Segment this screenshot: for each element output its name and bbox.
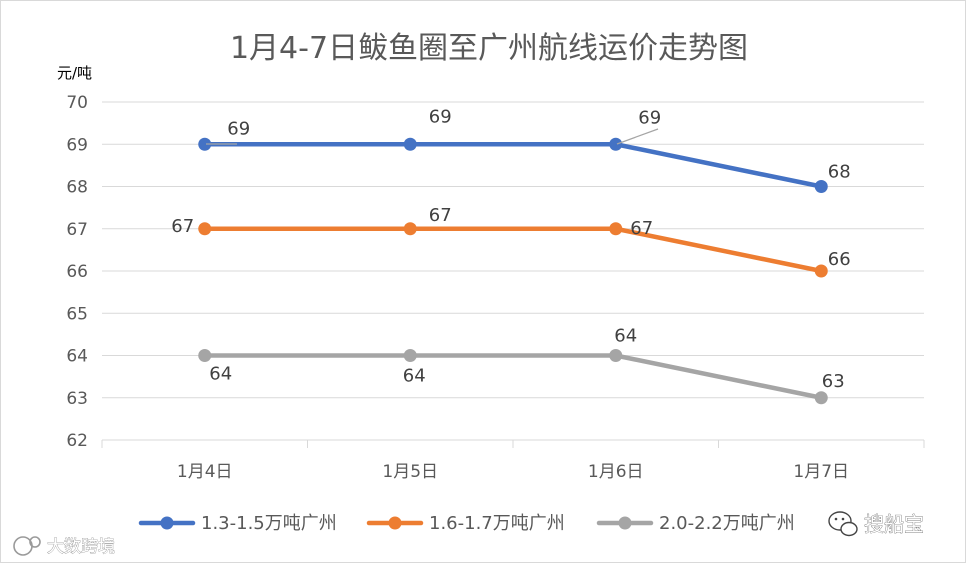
y-tick-label: 64 bbox=[66, 347, 88, 367]
data-label: 67 bbox=[429, 205, 452, 226]
y-tick-label: 68 bbox=[66, 178, 88, 198]
axis-ticks: 62 63 64 65 66 67 68 69 70 1月4日 1月5日 1月6日 1月7日 bbox=[66, 93, 849, 482]
legend-marker bbox=[618, 516, 632, 530]
data-point bbox=[198, 222, 212, 236]
data-point bbox=[814, 264, 828, 278]
y-tick-label: 65 bbox=[66, 304, 88, 324]
legend: 1.3-1.5万吨广州 1.6-1.7万吨广州 2.0-2.2万吨广州 bbox=[138, 513, 795, 534]
data-point bbox=[609, 137, 623, 151]
y-tick-label: 67 bbox=[66, 220, 88, 240]
y-tick-label: 62 bbox=[66, 431, 88, 451]
data-point bbox=[198, 349, 212, 362]
x-tick-label: 1月5日 bbox=[382, 462, 438, 482]
data-point bbox=[403, 222, 417, 236]
data-point bbox=[403, 349, 417, 362]
data-label: 67 bbox=[171, 216, 194, 237]
y-tick-label: 66 bbox=[66, 262, 88, 282]
watermark-left: 大数跨境 bbox=[13, 536, 115, 557]
watermark-right-text: 搜船宝 bbox=[864, 512, 924, 536]
data-label: 66 bbox=[828, 249, 851, 270]
wechat-logo-icon bbox=[828, 511, 858, 537]
y-tick-label: 70 bbox=[66, 93, 88, 113]
data-point bbox=[814, 180, 828, 193]
y-tick-label: 63 bbox=[66, 389, 88, 409]
data-label: 64 bbox=[614, 326, 637, 347]
data-labels: 69 69 69 68 67 67 67 66 64 64 64 63 bbox=[171, 106, 850, 392]
legend-label: 2.0-2.2万吨广州 bbox=[659, 513, 795, 534]
data-label: 69 bbox=[227, 118, 250, 139]
legend-label: 1.3-1.5万吨广州 bbox=[201, 513, 337, 534]
label-leader-line bbox=[616, 128, 659, 145]
data-label: 64 bbox=[209, 364, 232, 385]
data-label: 63 bbox=[822, 371, 845, 392]
legend-label: 1.6-1.7万吨广州 bbox=[429, 513, 565, 534]
weibo-logo-icon bbox=[13, 536, 41, 556]
x-tick-label: 1月4日 bbox=[177, 462, 233, 482]
series-line bbox=[202, 226, 824, 274]
data-point bbox=[609, 222, 623, 236]
data-point bbox=[198, 137, 212, 151]
data-point bbox=[609, 349, 623, 362]
chart-title: 1月4-7日鲅鱼圈至广州航线运价走势图 bbox=[230, 31, 748, 66]
x-tick-label: 1月7日 bbox=[793, 462, 849, 482]
series-lines bbox=[198, 137, 828, 405]
gridlines bbox=[101, 101, 925, 448]
y-tick-label: 69 bbox=[66, 135, 88, 155]
legend-marker bbox=[388, 516, 402, 530]
series-line bbox=[202, 142, 824, 189]
data-label: 69 bbox=[638, 107, 661, 128]
data-point bbox=[814, 391, 828, 405]
data-label: 67 bbox=[630, 218, 653, 239]
data-label: 68 bbox=[828, 162, 851, 183]
series-line bbox=[202, 353, 824, 400]
legend-marker bbox=[160, 516, 174, 530]
x-tick-label: 1月6日 bbox=[588, 462, 644, 482]
watermark-left-text: 大数跨境 bbox=[47, 537, 115, 557]
data-label: 69 bbox=[429, 106, 452, 127]
y-axis-unit: 元/吨 bbox=[57, 64, 92, 82]
data-point bbox=[403, 137, 417, 151]
watermark-right: 搜船宝 bbox=[828, 511, 924, 537]
data-label: 64 bbox=[403, 366, 426, 387]
